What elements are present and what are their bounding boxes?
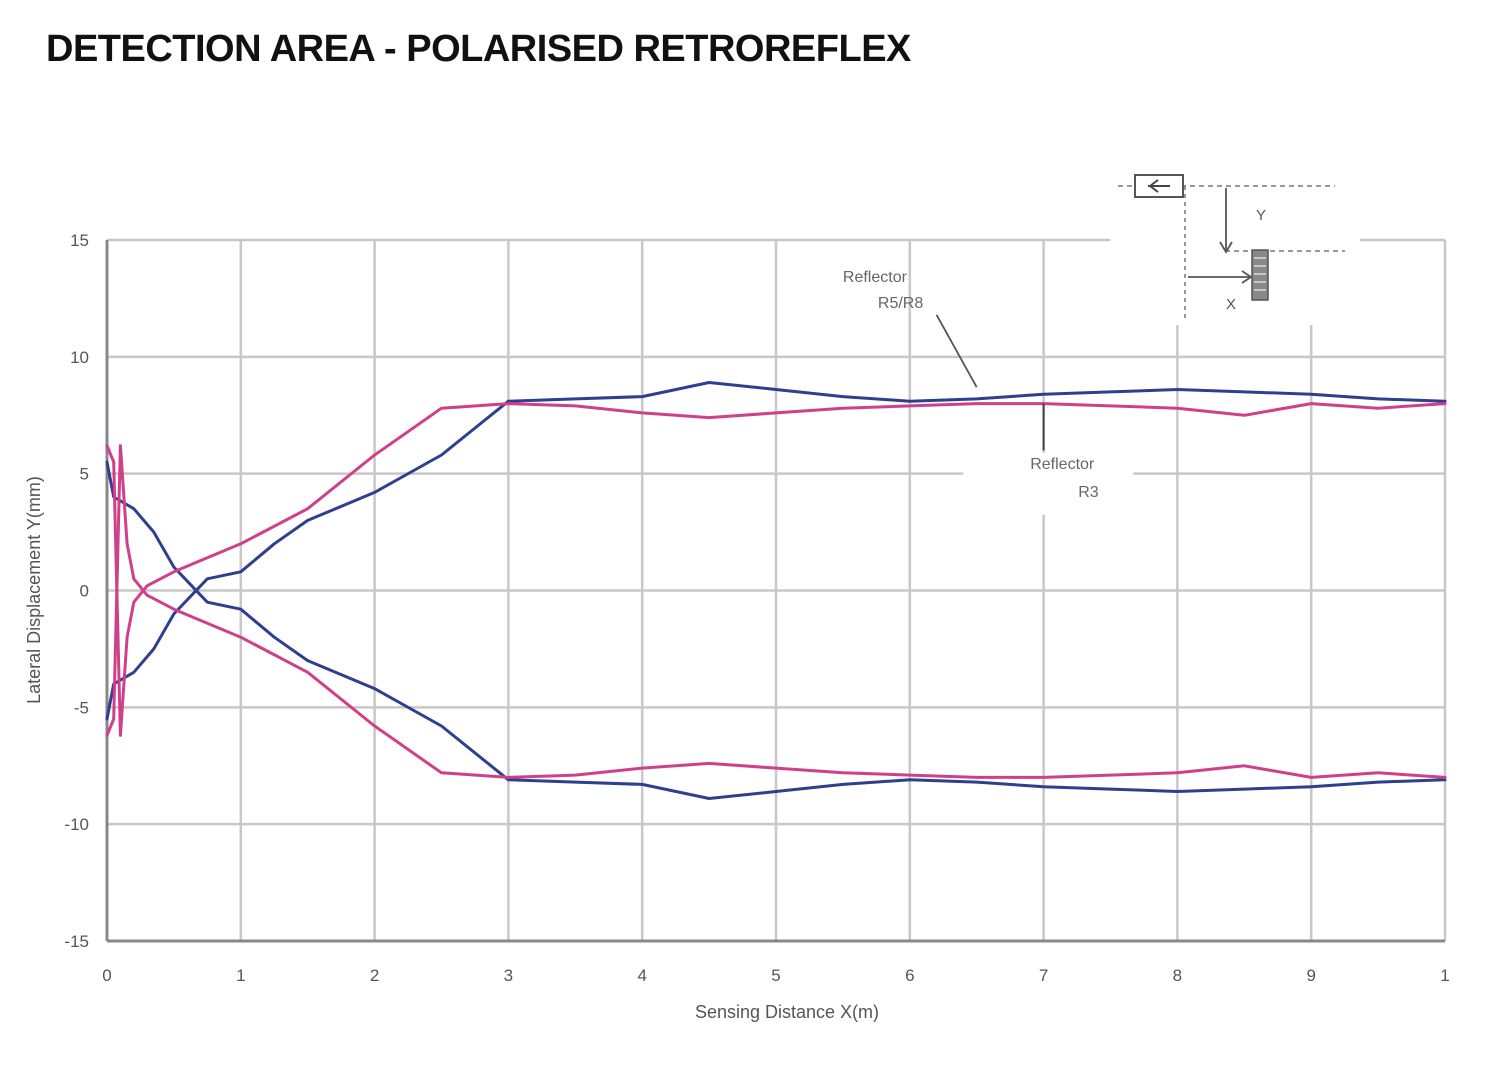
x-tick-label: 3 xyxy=(504,966,513,985)
annotation-label-r3: Reflector xyxy=(1030,456,1095,473)
diagram-label-y: Y xyxy=(1256,207,1266,224)
x-tick-label: 8 xyxy=(1173,966,1182,985)
y-tick-labels: 15 10 5 0 -5 -10 -15 xyxy=(64,231,89,951)
series-line-blue-1 xyxy=(105,460,1447,800)
annotation-label-r5r8: Reflector xyxy=(843,269,908,286)
x-tick-label: 6 xyxy=(905,966,914,985)
axes xyxy=(105,240,1445,943)
y-tick-label: 5 xyxy=(80,465,89,484)
reflector-pattern-icon xyxy=(1254,257,1266,291)
x-tick-label: 2 xyxy=(370,966,379,985)
x-tick-label: 1 xyxy=(236,966,245,985)
x-axis-label: Sensing Distance X(m) xyxy=(695,1002,879,1022)
y-tick-label: 0 xyxy=(80,582,89,601)
x-tick-label: 5 xyxy=(771,966,780,985)
y-tick-label: -10 xyxy=(64,815,89,834)
diagram-label-x: X xyxy=(1226,296,1236,313)
sensor-arrow-icon xyxy=(1148,179,1170,193)
x-tick-labels: 0 1 2 3 4 5 6 7 8 9 1 xyxy=(102,966,1449,985)
annotation-label-r3: R3 xyxy=(1078,484,1099,501)
y-tick-label: 10 xyxy=(70,348,89,367)
series-line-blue-2 xyxy=(105,381,1447,721)
page-title: DETECTION AREA - POLARISED RETROREFLEX xyxy=(46,28,911,70)
x-tick-label: 4 xyxy=(637,966,646,985)
y-tick-label: -15 xyxy=(64,932,89,951)
x-tick-label: 1 xyxy=(1440,966,1449,985)
x-tick-label: 0 xyxy=(102,966,111,985)
y-tick-label: -5 xyxy=(74,698,89,717)
x-tick-label: 7 xyxy=(1039,966,1048,985)
series-line-pink-3 xyxy=(105,444,1447,779)
series-line-pink-4 xyxy=(105,402,1447,737)
reflector-icon xyxy=(1251,249,1269,301)
annotation-box-r3 xyxy=(963,452,1134,515)
y-tick-label: 15 xyxy=(70,231,89,250)
sensor-diagram: Y X xyxy=(1110,165,1360,325)
series-lines xyxy=(105,381,1447,800)
y-axis-label: Lateral Displacement Y(mm) xyxy=(24,476,44,704)
x-tick-label: 9 xyxy=(1306,966,1315,985)
x-dimension-arrow-icon xyxy=(1241,270,1253,284)
y-dimension-arrow-icon xyxy=(1219,241,1233,254)
grid-lines xyxy=(105,238,1447,943)
annotation-label-r5r8: R5/R8 xyxy=(878,295,923,312)
annotations: Reflector R5/R8 Reflector R3 xyxy=(843,269,1134,515)
annotation-leader-r5r8 xyxy=(935,314,978,388)
